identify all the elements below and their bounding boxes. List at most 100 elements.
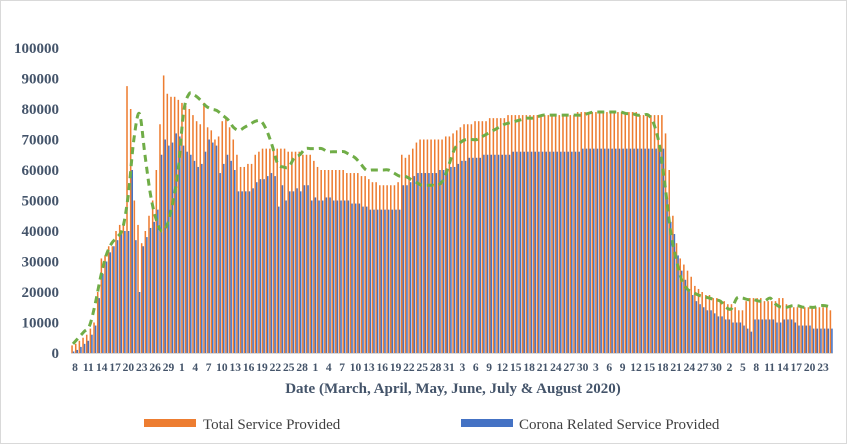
bar-total	[624, 112, 627, 353]
bar-corona	[420, 173, 423, 353]
bar-corona	[655, 148, 657, 353]
bar-total	[397, 182, 399, 353]
bar-corona	[743, 325, 745, 353]
bar-total	[118, 224, 121, 353]
bar-corona	[332, 200, 335, 353]
bar-total	[243, 166, 246, 353]
bar-corona	[669, 221, 672, 353]
bar-corona	[424, 173, 427, 353]
bar-total	[206, 127, 209, 353]
bar-total	[148, 215, 150, 353]
bar-total	[364, 176, 366, 353]
bar-corona	[380, 209, 383, 353]
bar-total	[463, 124, 465, 353]
bar-total	[276, 148, 278, 353]
x-tick-label: 23	[817, 362, 829, 374]
bar-corona	[805, 325, 808, 353]
bar-total	[664, 133, 667, 353]
bar-total	[129, 109, 132, 353]
bar-corona	[135, 240, 137, 353]
bar-total	[221, 121, 224, 353]
bar-total	[602, 112, 605, 353]
bar-total	[774, 301, 777, 353]
bar-corona	[464, 160, 467, 353]
bar-corona	[310, 200, 313, 353]
bar-total	[683, 264, 685, 353]
bar-corona	[285, 200, 287, 353]
bar-total	[639, 115, 641, 353]
bar-corona	[629, 148, 632, 353]
x-tick-label: 28	[430, 362, 442, 374]
bar-total	[298, 151, 300, 353]
bar-corona	[724, 319, 727, 353]
bar-total	[661, 115, 663, 353]
bar-corona	[281, 185, 284, 353]
bar-total	[635, 112, 638, 353]
bar-corona	[472, 157, 474, 353]
bar-corona	[776, 322, 778, 353]
bar-corona	[354, 203, 357, 353]
bar-total	[525, 115, 528, 353]
bar-corona	[768, 319, 771, 353]
bar-corona	[556, 151, 558, 353]
bar-total	[675, 243, 678, 353]
bar-total	[771, 301, 773, 353]
bar-total	[349, 173, 352, 353]
x-tick-label: 2	[727, 362, 733, 374]
bar-corona	[387, 209, 390, 353]
bar-total	[448, 136, 451, 353]
x-tick-label: 15	[510, 362, 522, 374]
bar-corona	[593, 148, 595, 353]
bar-corona	[549, 151, 551, 353]
bar-total	[181, 102, 183, 354]
x-tick-label: 11	[83, 362, 94, 374]
bar-total	[411, 148, 414, 353]
bar-total	[408, 154, 410, 353]
x-tick-label: 24	[684, 362, 696, 374]
bar-corona	[186, 151, 188, 353]
bar-corona	[343, 200, 346, 353]
bar-corona	[516, 151, 518, 353]
bar-corona	[490, 154, 493, 353]
bar-corona	[131, 170, 133, 353]
bar-corona	[691, 295, 694, 353]
bar-total	[382, 185, 385, 353]
bar-corona	[673, 234, 676, 353]
bar-corona	[640, 148, 643, 353]
bar-total	[247, 163, 249, 353]
bar-total	[803, 307, 806, 353]
bar-total	[415, 142, 418, 353]
bar-corona	[761, 319, 764, 353]
y-tick-label: 30000	[22, 255, 60, 271]
x-tick-label: 3	[593, 362, 599, 374]
bar-total	[401, 154, 403, 353]
bar-corona	[245, 191, 247, 353]
bar-corona	[234, 170, 236, 353]
bar-total	[210, 130, 213, 353]
bar-total	[316, 166, 319, 353]
x-tick-label: 9	[486, 362, 492, 374]
bar-corona	[252, 188, 254, 353]
bar-corona	[527, 151, 529, 353]
bar-corona	[519, 151, 522, 353]
bar-total	[236, 154, 238, 353]
bar-total	[723, 301, 725, 353]
x-tick-label: 17	[791, 362, 803, 374]
x-tick-label: 3	[459, 362, 465, 374]
bar-corona	[479, 157, 482, 353]
bar-corona	[439, 170, 441, 353]
bar-corona	[505, 154, 507, 353]
bar-corona	[501, 154, 503, 353]
bar-total	[258, 151, 260, 353]
bar-total	[565, 115, 568, 353]
bar-corona	[267, 176, 269, 353]
bar-corona	[618, 148, 621, 353]
x-tick-label: 6	[473, 362, 479, 374]
bar-corona	[772, 319, 775, 353]
bar-corona	[684, 279, 687, 353]
bar-total	[690, 276, 692, 353]
bar-total	[738, 310, 740, 353]
bar-corona	[208, 139, 210, 353]
bar-total	[492, 118, 495, 354]
x-tick-label: 24	[550, 362, 562, 374]
